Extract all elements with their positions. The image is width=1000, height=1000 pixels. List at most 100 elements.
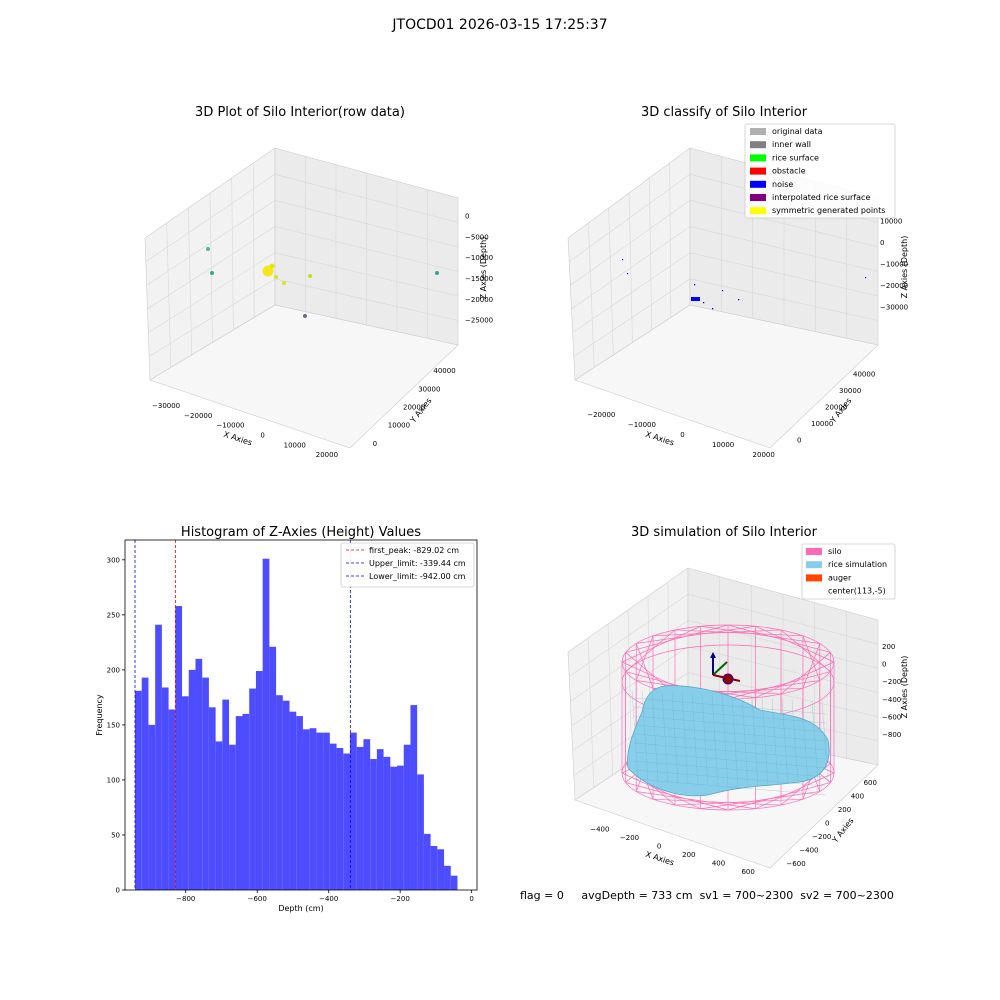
histogram-bar <box>316 732 324 890</box>
simulation-x-axis-label: X Axies <box>644 850 675 868</box>
z-tick-label: −800 <box>882 731 901 739</box>
x-tick-label: 600 <box>741 868 754 876</box>
avg-depth-readout: avgDepth = 733 cm <box>581 889 693 902</box>
z-tick-label: −5000 <box>465 233 489 241</box>
x-tick-label: 20000 <box>316 451 338 459</box>
y-tick-label: 150 <box>107 721 120 729</box>
x-tick-label: −200 <box>620 834 639 842</box>
histogram-bar <box>289 711 297 890</box>
histogram-bar <box>182 696 189 890</box>
x-tick-label: −20000 <box>184 412 212 420</box>
legend-swatch <box>750 128 766 135</box>
histogram-bar <box>249 688 256 890</box>
classify-z-axis-label: Z Axies (Depth) <box>900 236 909 299</box>
z-tick-label: −400 <box>882 696 901 704</box>
histogram-bar <box>343 753 350 890</box>
histogram-bar <box>383 756 391 890</box>
legend-label: noise <box>772 180 793 189</box>
raw-z-axis-label: Z Axies (Depth) <box>479 237 488 300</box>
histogram-bar <box>255 670 263 890</box>
rice-simulation-surface <box>627 685 830 797</box>
legend-swatch <box>806 587 822 595</box>
legend-label: center(113,-5) <box>828 587 886 596</box>
histogram-bar <box>276 695 283 890</box>
raw-point-cluster <box>262 265 274 277</box>
histogram-bar <box>356 746 364 890</box>
z-tick-label: −20000 <box>880 282 908 290</box>
y-tick-label: −200 <box>812 833 831 841</box>
z-tick-label: 10000 <box>880 218 902 226</box>
histogram-bar <box>397 765 404 890</box>
x-tick-label: −10000 <box>216 422 244 430</box>
y-tick-label: 20000 <box>825 404 847 412</box>
x-tick-label: 200 <box>682 851 695 859</box>
x-tick-label: −30000 <box>152 402 180 410</box>
x-tick-label: 0 <box>657 842 661 850</box>
simulation-y-axis-label: Y Axies <box>830 816 856 845</box>
raw-point <box>210 271 214 275</box>
histogram-bar <box>155 624 162 890</box>
histogram-bar <box>430 845 438 890</box>
legend-label: first_peak: -829.02 cm <box>369 546 459 555</box>
histogram-bar <box>417 774 424 890</box>
legend-label: silo <box>828 547 842 556</box>
y-tick-label: 30000 <box>839 387 861 395</box>
histogram-bar <box>235 716 243 890</box>
classify-3d-plot: 3D classify of Silo Interior −20000 −1000… <box>567 105 909 459</box>
simulation-3d-plot: 3D simulation of Silo Interior −400 −200 0… <box>567 525 909 876</box>
y-tick-label: 250 <box>107 611 120 619</box>
histogram-bar <box>390 766 398 890</box>
y-tick-label: 10000 <box>811 420 833 428</box>
histogram-bars <box>135 558 458 890</box>
histogram-bar <box>376 749 384 890</box>
histogram-bar <box>215 741 223 890</box>
classify-legend: original data inner wall rice surface obsta… <box>744 123 896 219</box>
noise-points <box>622 259 867 310</box>
x-tick-label: −400 <box>590 825 609 833</box>
legend-swatch <box>806 574 822 582</box>
z-tick-label: 0 <box>880 239 884 247</box>
legend-swatch <box>750 154 766 162</box>
y-tick-label: 50 <box>111 831 120 839</box>
histogram-bar <box>202 677 209 890</box>
raw-point <box>303 314 307 318</box>
x-tick-label: −800 <box>176 895 195 903</box>
y-tick-label: 0 <box>116 887 120 895</box>
legend-swatch <box>750 167 766 175</box>
histogram-bar <box>175 606 183 890</box>
histogram-y-axis-label: Frequency <box>95 694 104 736</box>
histogram-bar <box>444 865 451 890</box>
histogram-bar <box>168 709 176 890</box>
legend-swatch <box>750 141 766 149</box>
histogram-bar <box>282 700 290 890</box>
legend-swatch <box>806 548 822 555</box>
z-tick-label: 0 <box>882 661 886 669</box>
y-tick-label: 10000 <box>388 422 410 430</box>
y-tick-label: 30000 <box>418 385 440 393</box>
histogram-bar <box>141 677 149 890</box>
legend-label: interpolated rice surface <box>772 193 870 202</box>
raw-x-axis-label: X Axies <box>222 430 253 448</box>
x-tick-label: 10000 <box>712 441 734 449</box>
legend-label: auger <box>828 573 852 582</box>
histogram-plot: −800 −600 −400 −200 0 0 50 100 150 200 250 300 His… <box>95 525 478 913</box>
simulation-3d-title: 3D simulation of Silo Interior <box>631 525 818 540</box>
legend-label: original data <box>772 127 823 136</box>
raw-point <box>282 281 286 285</box>
histogram-bar <box>135 690 142 890</box>
histogram-bar <box>309 728 317 890</box>
y-tick-label: 200 <box>838 806 851 814</box>
legend-swatch <box>750 207 766 215</box>
z-tick-label: −10000 <box>465 254 493 262</box>
z-tick-label: −15000 <box>465 275 493 283</box>
histogram-bar <box>296 716 303 890</box>
x-tick-label: −400 <box>319 895 338 903</box>
flag-readout: flag = 0 <box>520 889 564 902</box>
x-tick-label: 0 <box>260 431 264 439</box>
x-tick-label: 0 <box>469 895 473 903</box>
histogram-legend: first_peak: -829.02 cm Upper_limit: -339.… <box>340 542 475 588</box>
histogram-reference-lines <box>134 540 351 890</box>
x-tick-label: 400 <box>712 859 725 867</box>
histogram-bar <box>188 669 196 890</box>
